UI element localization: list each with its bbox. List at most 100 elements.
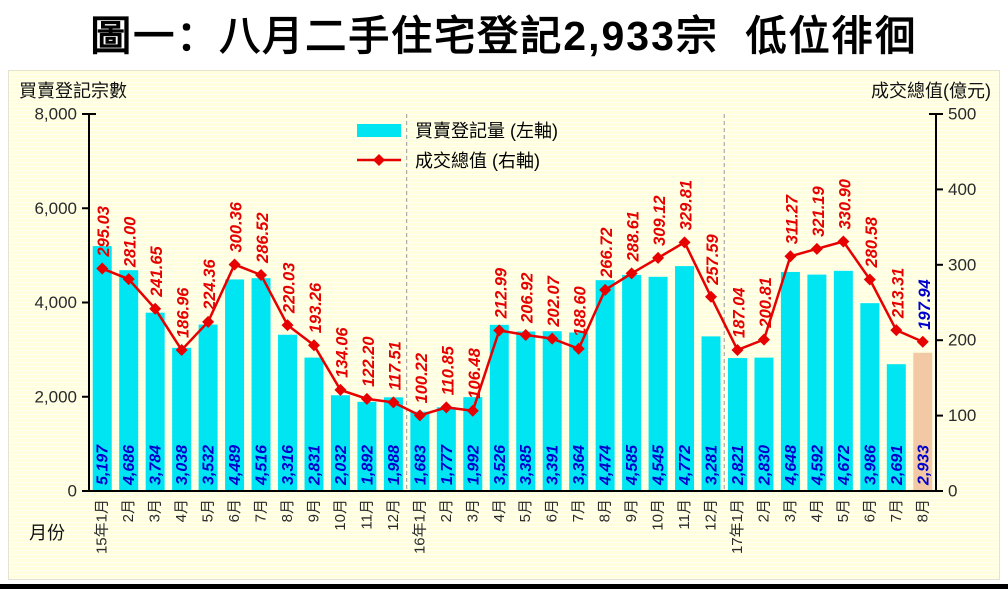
line-value-label: 224.36: [201, 259, 219, 311]
bar: [595, 280, 615, 491]
diamond-marker: [916, 335, 929, 348]
right-axis-title: 成交總值(億元): [871, 81, 991, 101]
x-tick-label: 3月: [464, 499, 481, 522]
bar-value-label: 3,316: [280, 445, 297, 485]
diamond-marker: [546, 332, 559, 345]
bar: [172, 347, 192, 491]
bar-value-label: 3,038: [174, 445, 191, 485]
bar-value-label: 1,992: [465, 445, 482, 485]
x-tick-label: 5月: [200, 499, 217, 522]
x-tick-label: 8月: [279, 499, 296, 522]
bar-value-label: 2,830: [756, 445, 773, 486]
line-value-label: 206.92: [519, 273, 537, 324]
bar: [119, 270, 139, 491]
diamond-marker: [705, 290, 718, 303]
line-value-label: 122.20: [360, 336, 378, 387]
diamond-marker: [307, 339, 320, 352]
legend: 買賣登記量 (左軸) 成交總值 (右軸): [357, 115, 558, 175]
diamond-marker: [440, 401, 453, 414]
x-tick-label: 2月: [438, 499, 455, 522]
line-value-label: 110.85: [439, 345, 457, 395]
diamond-marker: [837, 235, 850, 248]
line-value-label: 309.12: [651, 195, 669, 245]
bar: [701, 336, 721, 491]
line-value-label: 187.04: [730, 288, 748, 338]
diamond-marker: [96, 262, 109, 275]
bar-value-label: 3,391: [545, 445, 562, 485]
diamond-marker: [731, 343, 744, 356]
bar: [251, 278, 271, 491]
line-value-label: 300.36: [228, 201, 246, 252]
right-tick-label: 300: [948, 255, 976, 274]
diamond-marker: [493, 324, 506, 337]
bar: [807, 274, 827, 491]
x-tick-label: 6月: [544, 499, 561, 522]
x-tick-label: 5月: [517, 499, 534, 522]
value-line: [101, 240, 924, 417]
x-tick-label: 7月: [253, 499, 270, 522]
bar-value-label: 2,691: [889, 445, 906, 486]
x-tick-label: 10月: [650, 499, 667, 531]
bar-value-label: 3,986: [862, 445, 879, 485]
x-tick-label: 17年1月: [729, 499, 746, 554]
diamond-marker: [519, 328, 532, 341]
bar: [675, 266, 695, 491]
bar: [780, 271, 800, 491]
line-value-label: 257.59: [704, 233, 722, 285]
bar: [542, 331, 562, 491]
line-value-label: 212.99: [492, 267, 510, 319]
diamond-marker: [757, 333, 770, 346]
diamond-marker: [281, 319, 294, 332]
x-axis-title: 月份: [29, 523, 65, 543]
x-tick-label: 9月: [623, 499, 640, 522]
diamond-marker: [625, 267, 638, 280]
bar: [754, 357, 774, 491]
x-tick-label: 15年1月: [94, 499, 111, 554]
bar: [357, 401, 377, 491]
line-value-label: 281.00: [122, 216, 140, 268]
line-value-label: 200.81: [757, 277, 775, 328]
line-value-label: 202.07: [545, 275, 563, 327]
x-tick-label: 9月: [305, 499, 322, 522]
bar-value-label: 1,777: [439, 444, 456, 485]
bar: [198, 324, 218, 491]
bar-value-label: 1,683: [412, 445, 429, 485]
bar: [860, 303, 880, 491]
diamond-marker: [122, 273, 135, 286]
x-tick-label: 3月: [782, 499, 799, 522]
line-value-label: 329.81: [678, 180, 696, 230]
bar: [489, 324, 509, 491]
bottom-border: [0, 584, 1008, 589]
bar-value-label: 2,831: [306, 445, 323, 486]
chart-title: 圖一：八月二手住宅登記2,933宗 低位徘徊: [90, 13, 918, 59]
x-tick-label: 10月: [332, 499, 349, 531]
diamond-marker: [810, 242, 823, 255]
bar-value-label: 3,364: [571, 445, 588, 485]
line-value-label: 266.72: [598, 227, 616, 278]
bar: [225, 279, 245, 491]
bar-value-label: 4,474: [598, 445, 615, 486]
x-tick-label: 6月: [861, 499, 878, 522]
line-value-label: 220.03: [281, 263, 299, 314]
left-tick-label: 2,000: [34, 387, 77, 406]
x-tick-label: 8月: [597, 499, 614, 522]
line-value-label: 134.06: [333, 327, 351, 378]
bar-value-label: 5,197: [95, 444, 112, 485]
diamond-marker: [890, 324, 903, 337]
left-tick-label: 0: [68, 482, 77, 501]
diamond-marker: [784, 250, 797, 263]
line-value-label: 286.52: [254, 212, 272, 263]
left-tick-label: 6,000: [34, 199, 77, 218]
bar-value-label: 4,545: [651, 444, 668, 486]
chart-panel: 買賣登記宗數 成交總值(億元) 5,197 4,686 3,784 3,038 3,53…: [8, 70, 1000, 580]
legend-bar-label: 買賣登記量 (左軸): [415, 121, 558, 141]
line-value-label: 117.51: [386, 341, 404, 390]
right-tick-label: 100: [948, 406, 976, 425]
bar-value-label: 2,933: [915, 445, 932, 486]
left-tick-label: 4,000: [34, 293, 77, 312]
bar: [383, 397, 403, 491]
legend-line-label: 成交總值 (右軸): [415, 151, 540, 171]
bar: [516, 331, 536, 491]
bar: [278, 334, 298, 491]
x-tick-label: 2月: [755, 499, 772, 522]
